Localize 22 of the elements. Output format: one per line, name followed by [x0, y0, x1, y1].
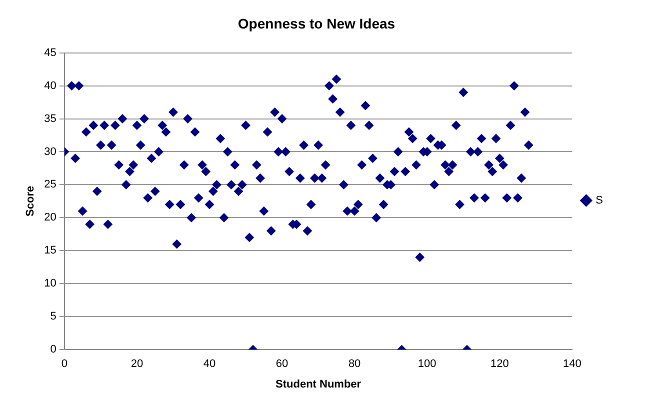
- y-tick-label: 40: [44, 80, 56, 92]
- y-tick-label: 35: [44, 112, 56, 125]
- y-axis-title: Score: [24, 186, 37, 216]
- x-tick-label: 140: [562, 358, 582, 370]
- y-tick-label: 20: [44, 212, 56, 224]
- y-tick-label: 5: [50, 310, 56, 323]
- y-tick-label: 25: [44, 178, 56, 191]
- chart-title: Openness to New Ideas: [238, 15, 396, 32]
- y-tick-label: 30: [44, 146, 56, 158]
- x-axis-title: Student Number: [276, 378, 362, 390]
- x-tick-label: 40: [203, 358, 216, 370]
- x-tick-label: 80: [348, 358, 361, 370]
- legend-label: S: [596, 194, 604, 207]
- x-tick-label: 120: [490, 358, 509, 370]
- x-tick-label: 20: [130, 358, 144, 370]
- x-tick-label: 100: [418, 358, 436, 370]
- y-tick-label: 10: [44, 278, 56, 290]
- x-tick-label: 60: [276, 358, 288, 370]
- y-tick-label: 45: [44, 46, 56, 59]
- x-tick-label: 0: [61, 358, 68, 370]
- y-tick-label: 0: [50, 344, 56, 356]
- y-tick-label: 15: [44, 244, 56, 257]
